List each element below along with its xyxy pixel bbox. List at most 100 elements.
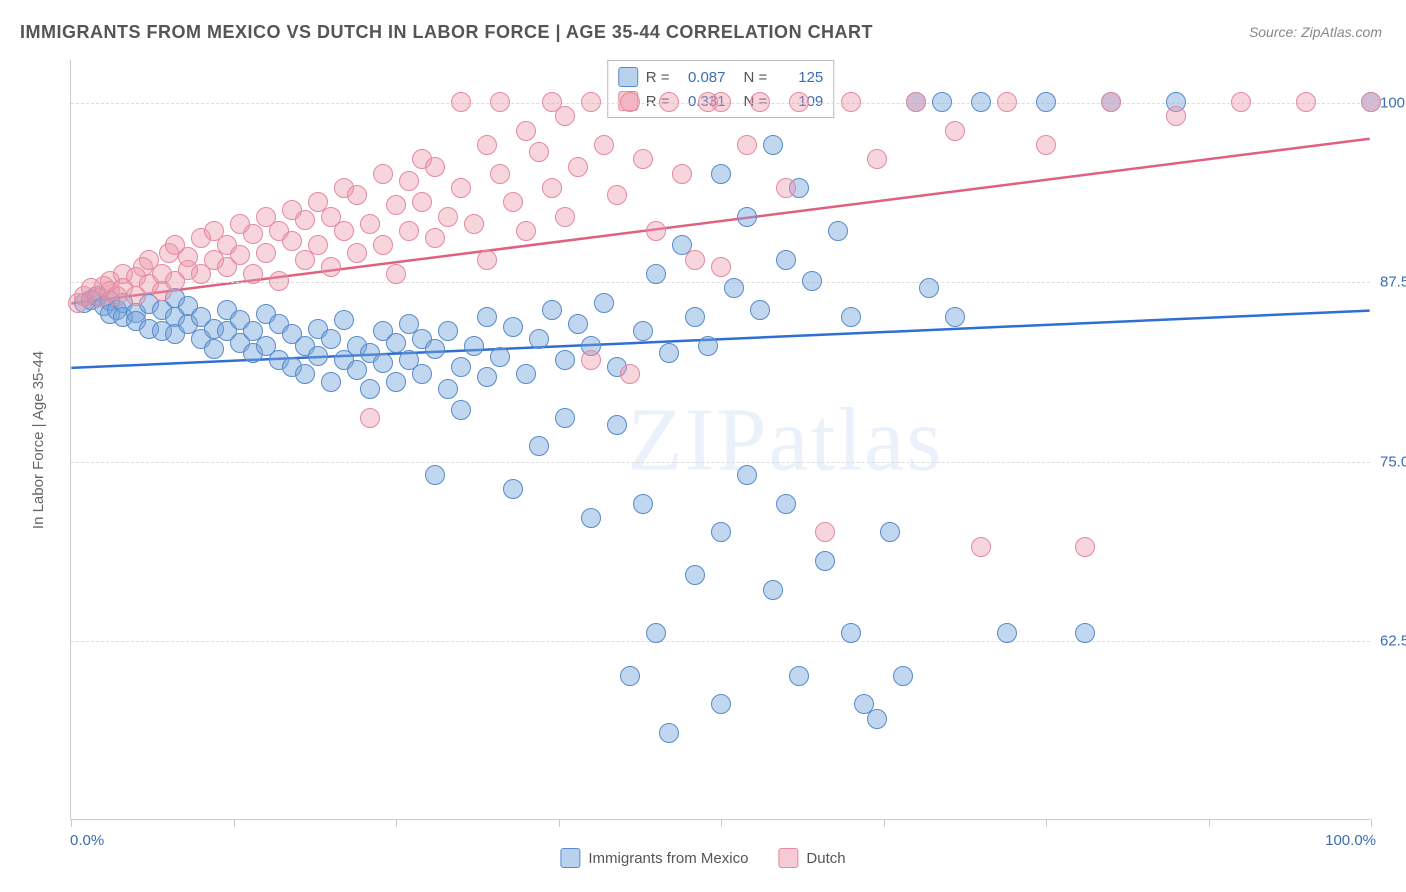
point-dutch xyxy=(386,264,406,284)
point-mexico xyxy=(815,551,835,571)
x-tick xyxy=(71,819,72,827)
point-mexico xyxy=(529,436,549,456)
point-mexico xyxy=(607,415,627,435)
point-mexico xyxy=(919,278,939,298)
point-dutch xyxy=(516,121,536,141)
point-dutch xyxy=(503,192,523,212)
point-mexico xyxy=(542,300,562,320)
point-dutch xyxy=(867,149,887,169)
point-dutch xyxy=(1166,106,1186,126)
point-dutch xyxy=(841,92,861,112)
point-mexico xyxy=(685,565,705,585)
point-mexico xyxy=(451,400,471,420)
point-dutch xyxy=(425,157,445,177)
point-mexico xyxy=(724,278,744,298)
point-dutch xyxy=(386,195,406,215)
point-dutch xyxy=(399,171,419,191)
point-dutch xyxy=(490,164,510,184)
dutch-swatch-icon xyxy=(778,848,798,868)
point-dutch xyxy=(373,164,393,184)
point-mexico xyxy=(711,522,731,542)
point-mexico xyxy=(412,364,432,384)
point-dutch xyxy=(412,192,432,212)
point-dutch xyxy=(542,178,562,198)
point-mexico xyxy=(490,347,510,367)
point-mexico xyxy=(334,310,354,330)
point-mexico xyxy=(841,623,861,643)
point-mexico xyxy=(633,494,653,514)
point-mexico xyxy=(659,723,679,743)
watermark-text: ZIPatlas xyxy=(627,388,943,491)
point-mexico xyxy=(477,367,497,387)
r-label: R = xyxy=(646,69,670,86)
stats-row: R =0.087N =125 xyxy=(618,65,824,89)
point-mexico xyxy=(763,580,783,600)
point-dutch xyxy=(438,207,458,227)
point-mexico xyxy=(802,271,822,291)
point-dutch xyxy=(594,135,614,155)
point-mexico xyxy=(386,333,406,353)
point-dutch xyxy=(243,224,263,244)
point-mexico xyxy=(1036,92,1056,112)
point-mexico xyxy=(555,350,575,370)
point-mexico xyxy=(477,307,497,327)
point-mexico xyxy=(386,372,406,392)
point-mexico xyxy=(516,364,536,384)
mexico-swatch-icon xyxy=(560,848,580,868)
point-dutch xyxy=(581,350,601,370)
point-dutch xyxy=(685,250,705,270)
point-dutch xyxy=(581,92,601,112)
point-mexico xyxy=(321,329,341,349)
point-dutch xyxy=(750,92,770,112)
point-mexico xyxy=(633,321,653,341)
y-tick-label: 62.5% xyxy=(1380,632,1406,649)
point-mexico xyxy=(360,379,380,399)
point-mexico xyxy=(425,339,445,359)
grid-line-h xyxy=(71,282,1370,283)
point-dutch xyxy=(776,178,796,198)
grid-line-h xyxy=(71,641,1370,642)
point-dutch xyxy=(646,221,666,241)
point-dutch xyxy=(360,408,380,428)
point-dutch xyxy=(269,271,289,291)
point-mexico xyxy=(711,694,731,714)
chart-plot-area: ZIPatlas R =0.087N =125R =0.331N =109 62… xyxy=(70,60,1370,820)
point-dutch xyxy=(1231,92,1251,112)
point-dutch xyxy=(1036,135,1056,155)
r-value: 0.087 xyxy=(678,69,726,86)
point-dutch xyxy=(464,214,484,234)
point-mexico xyxy=(295,364,315,384)
point-mexico xyxy=(685,307,705,327)
point-dutch xyxy=(555,207,575,227)
y-tick-label: 100.0% xyxy=(1380,95,1406,112)
point-dutch xyxy=(620,92,640,112)
x-tick xyxy=(396,819,397,827)
n-label: N = xyxy=(744,69,768,86)
y-tick-label: 87.5% xyxy=(1380,274,1406,291)
grid-line-h xyxy=(71,462,1370,463)
point-dutch xyxy=(321,257,341,277)
legend-label: Immigrants from Mexico xyxy=(588,850,748,867)
point-dutch xyxy=(178,247,198,267)
point-mexico xyxy=(529,329,549,349)
point-mexico xyxy=(776,250,796,270)
x-axis-max-label: 100.0% xyxy=(1325,832,1376,849)
point-dutch xyxy=(711,92,731,112)
point-dutch xyxy=(477,135,497,155)
point-mexico xyxy=(893,666,913,686)
point-mexico xyxy=(204,339,224,359)
point-dutch xyxy=(451,178,471,198)
x-tick xyxy=(884,819,885,827)
point-dutch xyxy=(633,149,653,169)
point-mexico xyxy=(776,494,796,514)
mexico-swatch-icon xyxy=(618,67,638,87)
point-mexico xyxy=(646,264,666,284)
point-dutch xyxy=(659,92,679,112)
point-mexico xyxy=(425,465,445,485)
point-mexico xyxy=(997,623,1017,643)
point-mexico xyxy=(789,666,809,686)
point-mexico xyxy=(750,300,770,320)
x-tick xyxy=(1371,819,1372,827)
point-mexico xyxy=(763,135,783,155)
point-dutch xyxy=(711,257,731,277)
